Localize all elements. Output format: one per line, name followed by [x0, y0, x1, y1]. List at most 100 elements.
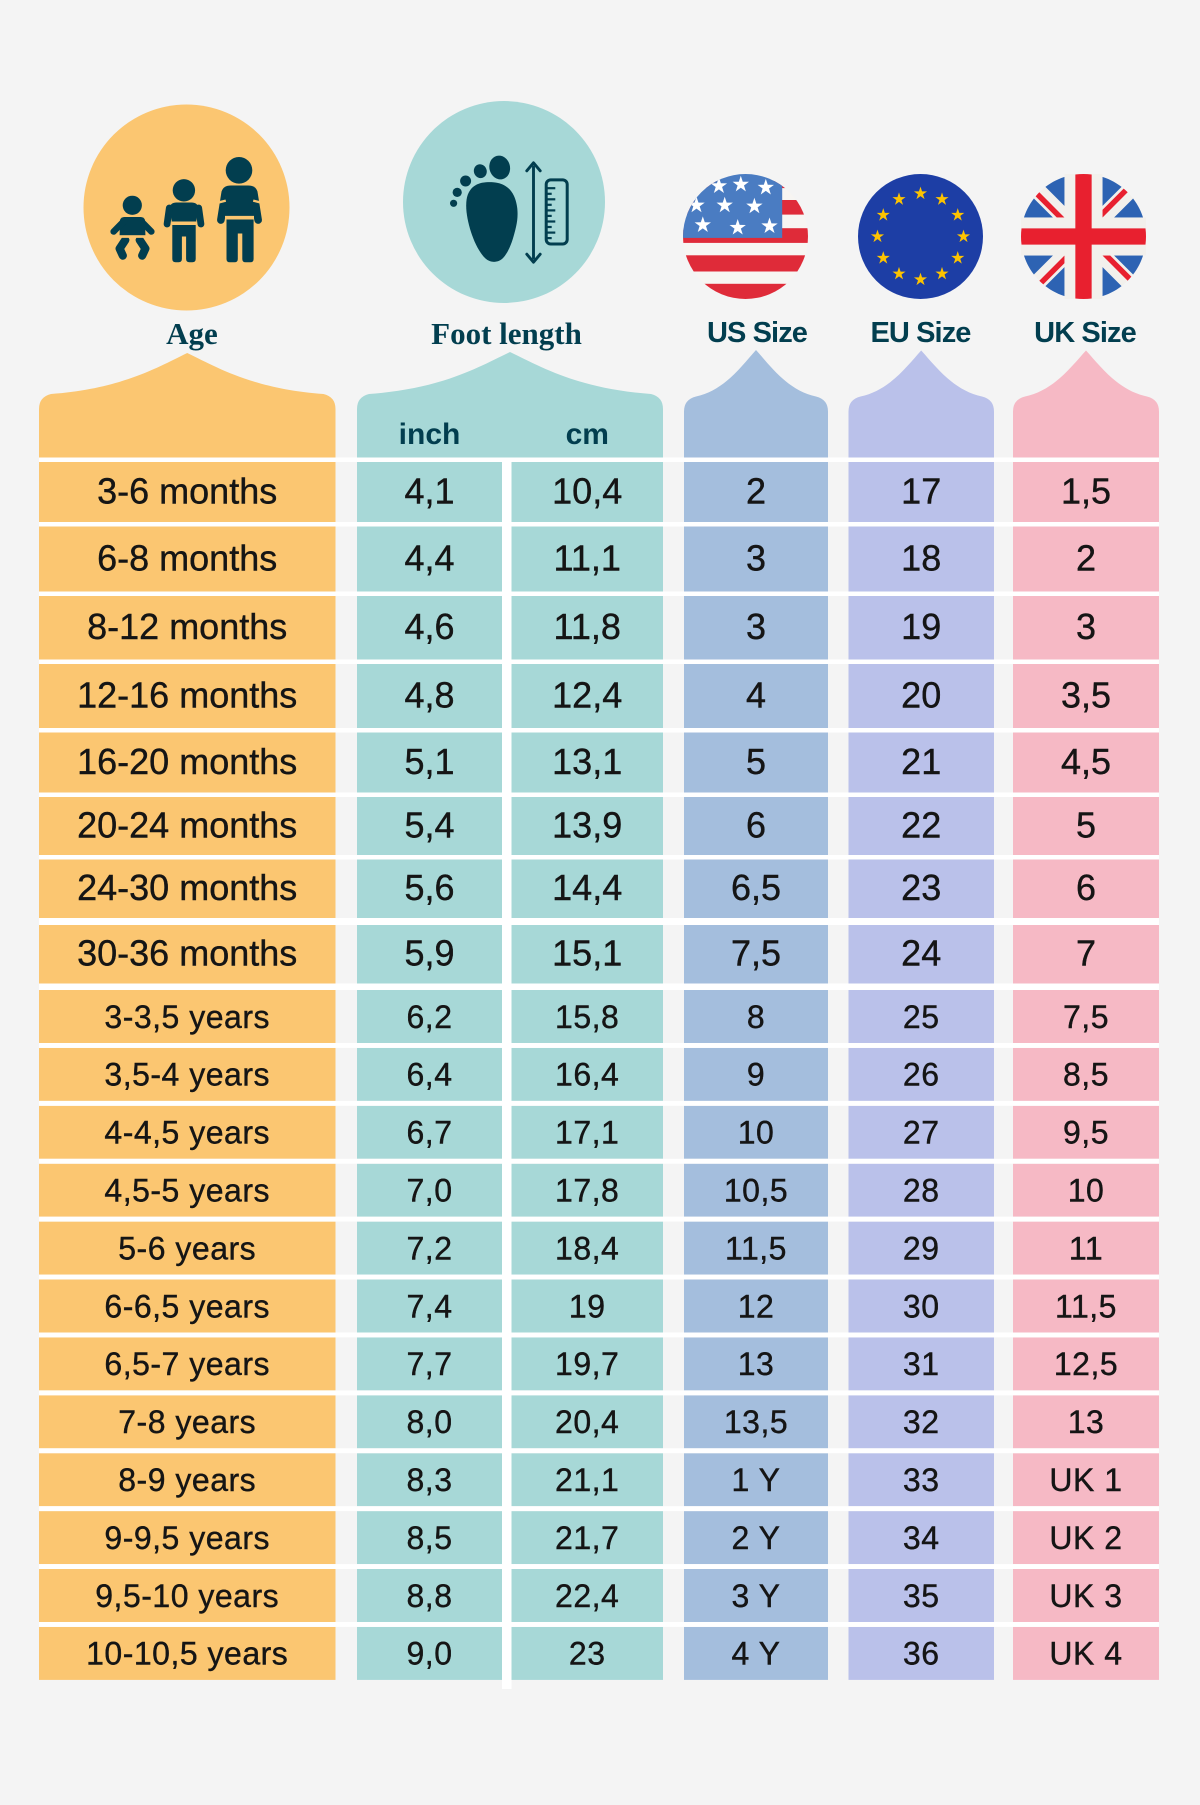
svg-text:8,5: 8,5 — [1063, 1057, 1109, 1093]
svg-text:3-6 months: 3-6 months — [97, 470, 277, 511]
svg-text:16-20 months: 16-20 months — [77, 741, 297, 782]
svg-text:28: 28 — [903, 1173, 940, 1209]
svg-text:6-6,5 years: 6-6,5 years — [104, 1288, 270, 1324]
svg-text:8-9 years: 8-9 years — [118, 1462, 256, 1498]
svg-text:2: 2 — [746, 470, 766, 511]
svg-text:2: 2 — [1076, 537, 1096, 578]
svg-text:3: 3 — [746, 537, 766, 578]
svg-text:11,8: 11,8 — [553, 606, 620, 647]
svg-text:36: 36 — [903, 1636, 940, 1672]
svg-text:7: 7 — [1076, 933, 1096, 974]
svg-text:6,4: 6,4 — [407, 1057, 453, 1093]
svg-text:20: 20 — [901, 674, 941, 715]
svg-text:19,7: 19,7 — [555, 1346, 619, 1382]
svg-text:11,5: 11,5 — [1055, 1288, 1117, 1324]
svg-text:UK 4: UK 4 — [1049, 1636, 1122, 1672]
svg-text:8,5: 8,5 — [407, 1520, 453, 1556]
svg-text:18: 18 — [901, 537, 941, 578]
svg-text:3: 3 — [1076, 606, 1096, 647]
svg-text:5,9: 5,9 — [404, 933, 454, 974]
svg-text:24-30 months: 24-30 months — [77, 867, 297, 908]
svg-text:6,5: 6,5 — [731, 867, 781, 908]
svg-text:6: 6 — [1076, 867, 1096, 908]
svg-text:6,7: 6,7 — [407, 1115, 453, 1151]
svg-text:25: 25 — [903, 999, 940, 1035]
svg-text:7-8 years: 7-8 years — [118, 1404, 256, 1440]
svg-text:7,2: 7,2 — [407, 1230, 453, 1266]
svg-text:4: 4 — [746, 674, 766, 715]
svg-text:7,4: 7,4 — [407, 1288, 453, 1324]
svg-text:21,1: 21,1 — [555, 1462, 619, 1498]
svg-text:3,5-4 years: 3,5-4 years — [104, 1057, 270, 1093]
svg-text:6,5-7 years: 6,5-7 years — [104, 1346, 270, 1382]
svg-text:5: 5 — [1076, 804, 1096, 845]
svg-text:29: 29 — [903, 1230, 940, 1266]
svg-text:14,4: 14,4 — [552, 867, 622, 908]
svg-text:US Size: US Size — [707, 317, 808, 349]
svg-text:8,8: 8,8 — [407, 1578, 453, 1614]
svg-text:15,1: 15,1 — [552, 933, 622, 974]
svg-text:19: 19 — [569, 1288, 606, 1324]
svg-text:10: 10 — [1068, 1173, 1105, 1209]
svg-text:12: 12 — [738, 1288, 775, 1324]
svg-text:18,4: 18,4 — [555, 1230, 619, 1266]
svg-text:20-24 months: 20-24 months — [77, 804, 297, 845]
svg-text:3 Y: 3 Y — [732, 1578, 781, 1614]
svg-text:3,5: 3,5 — [1061, 674, 1111, 715]
svg-text:15,8: 15,8 — [555, 999, 619, 1035]
svg-text:7,0: 7,0 — [407, 1173, 453, 1209]
svg-text:10,5: 10,5 — [724, 1173, 788, 1209]
svg-text:22,4: 22,4 — [555, 1578, 619, 1614]
svg-text:1 Y: 1 Y — [732, 1462, 781, 1498]
svg-text:12,4: 12,4 — [552, 674, 622, 715]
svg-text:33: 33 — [903, 1462, 940, 1498]
svg-text:cm: cm — [566, 418, 609, 451]
svg-text:4,5-5 years: 4,5-5 years — [104, 1173, 270, 1209]
svg-text:17,1: 17,1 — [555, 1115, 619, 1151]
svg-text:EU Size: EU Size — [870, 317, 971, 349]
svg-text:5,1: 5,1 — [404, 741, 454, 782]
svg-text:UK 2: UK 2 — [1049, 1520, 1122, 1556]
svg-text:10-10,5 years: 10-10,5 years — [86, 1636, 288, 1672]
svg-text:22: 22 — [901, 804, 941, 845]
svg-text:9,0: 9,0 — [407, 1636, 453, 1672]
svg-text:19: 19 — [901, 606, 941, 647]
svg-text:5: 5 — [746, 741, 766, 782]
svg-text:23: 23 — [901, 867, 941, 908]
svg-text:4-4,5 years: 4-4,5 years — [104, 1115, 270, 1151]
svg-text:12-16 months: 12-16 months — [77, 674, 297, 715]
svg-text:11: 11 — [1069, 1230, 1103, 1266]
svg-text:27: 27 — [903, 1115, 940, 1151]
svg-text:7,7: 7,7 — [407, 1346, 453, 1382]
svg-text:inch: inch — [399, 418, 461, 451]
svg-text:10,4: 10,4 — [552, 470, 622, 511]
svg-text:9,5: 9,5 — [1063, 1115, 1109, 1151]
svg-text:1,5: 1,5 — [1061, 470, 1111, 511]
svg-text:4,8: 4,8 — [404, 674, 454, 715]
svg-text:UK Size: UK Size — [1034, 317, 1136, 349]
svg-text:10: 10 — [738, 1115, 775, 1151]
svg-text:23: 23 — [569, 1636, 606, 1672]
svg-text:Foot length: Foot length — [431, 316, 582, 351]
svg-text:Age: Age — [166, 316, 218, 351]
svg-text:3: 3 — [746, 606, 766, 647]
svg-text:UK 1: UK 1 — [1049, 1462, 1122, 1498]
svg-text:34: 34 — [903, 1520, 940, 1556]
svg-text:30-36 months: 30-36 months — [77, 933, 297, 974]
svg-text:17,8: 17,8 — [555, 1173, 619, 1209]
svg-text:3-3,5 years: 3-3,5 years — [104, 999, 270, 1035]
svg-text:11,5: 11,5 — [725, 1230, 787, 1266]
svg-text:5-6 years: 5-6 years — [118, 1230, 256, 1266]
svg-text:6: 6 — [746, 804, 766, 845]
svg-text:4,5: 4,5 — [1061, 741, 1111, 782]
svg-text:26: 26 — [903, 1057, 940, 1093]
svg-text:4,4: 4,4 — [404, 537, 454, 578]
svg-text:31: 31 — [903, 1346, 940, 1382]
svg-text:9-9,5 years: 9-9,5 years — [104, 1520, 270, 1556]
svg-text:6-8 months: 6-8 months — [97, 537, 277, 578]
svg-text:4,6: 4,6 — [404, 606, 454, 647]
svg-text:13: 13 — [1068, 1404, 1105, 1440]
svg-text:13,1: 13,1 — [552, 741, 622, 782]
svg-text:4,1: 4,1 — [404, 470, 454, 511]
svg-text:35: 35 — [903, 1578, 940, 1614]
